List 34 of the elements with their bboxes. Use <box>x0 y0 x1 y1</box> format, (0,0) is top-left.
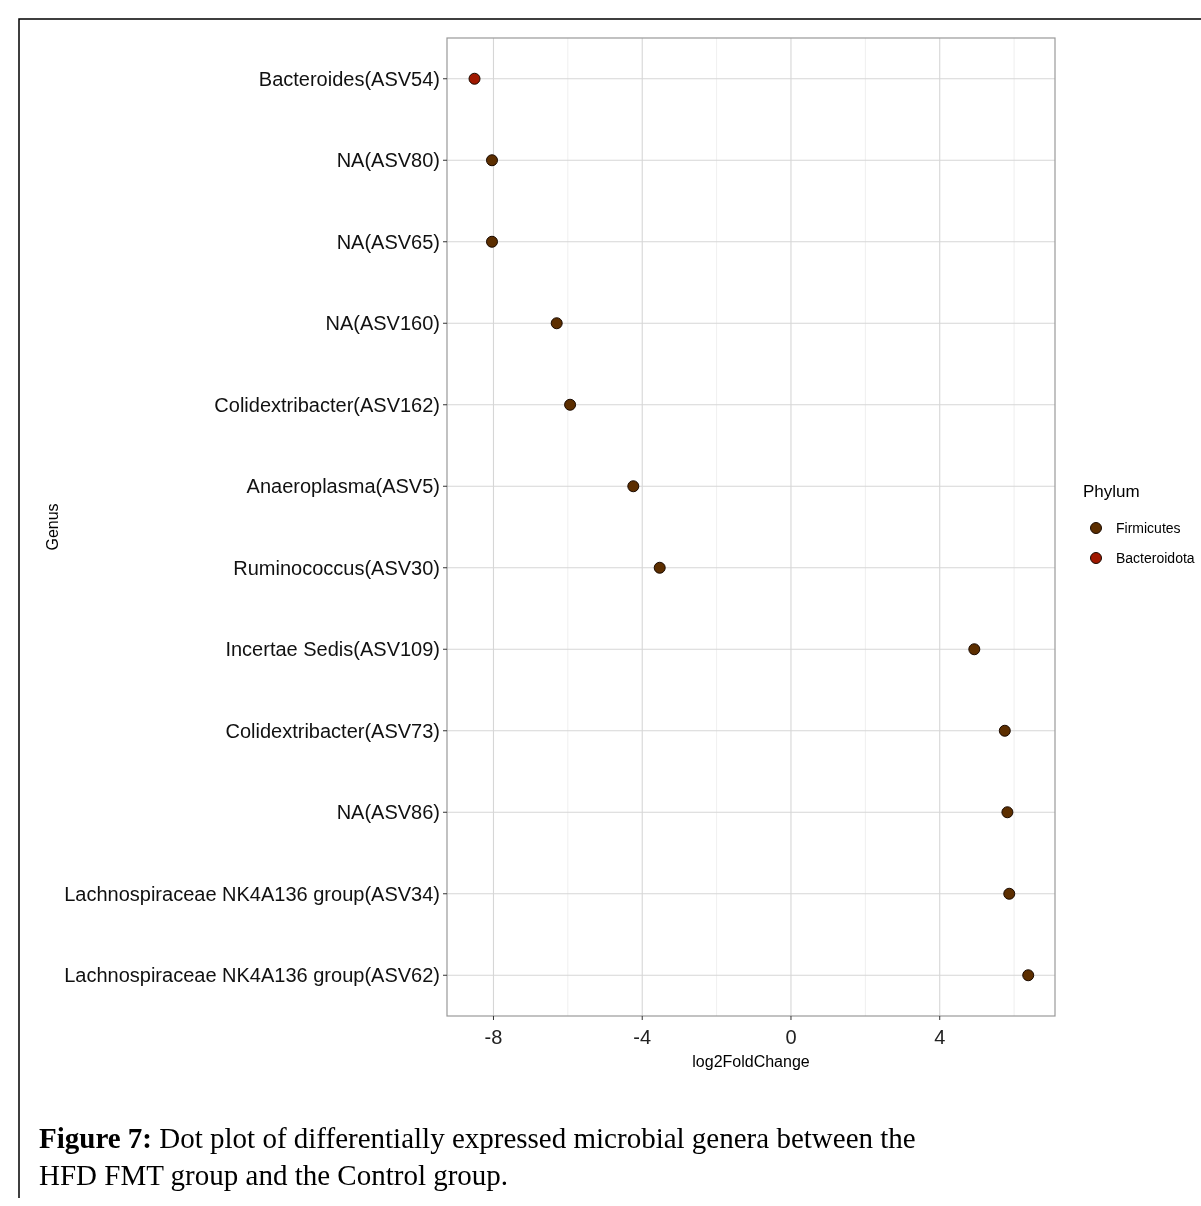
point <box>1001 806 1014 819</box>
x-axis-title: log2FoldChange <box>692 1053 810 1070</box>
y-tick-label: Lachnospiraceae NK4A136 group(ASV62) <box>64 964 440 987</box>
point <box>653 561 666 574</box>
y-tick-label: Lachnospiraceae NK4A136 group(ASV34) <box>64 882 440 905</box>
x-tick-label: 4 <box>934 1026 946 1048</box>
point <box>486 154 498 167</box>
y-tick-label: Colidextribacter(ASV73) <box>225 719 440 742</box>
y-tick-label: NA(ASV160) <box>325 312 440 335</box>
y-tick-label: Incertae Sedis(ASV109) <box>225 638 440 661</box>
point <box>468 72 481 85</box>
point <box>486 235 498 248</box>
y-tick-label: NA(ASV86) <box>336 801 440 824</box>
legend-label: Firmicutes <box>1116 519 1181 536</box>
x-tick-label: 0 <box>785 1026 797 1048</box>
y-tick-label: NA(ASV65) <box>336 230 440 253</box>
y-tick-label: Anaeroplasma(ASV5) <box>246 475 440 498</box>
point <box>564 398 577 411</box>
y-tick-label: Ruminococcus(ASV30) <box>233 556 440 579</box>
caption: Figure 7: Dot plot of differentially expressed microbial genera between the HFD FMT group and the Control group. <box>39 1122 916 1191</box>
point <box>1022 969 1035 982</box>
point <box>627 480 640 493</box>
y-tick-label: Colidextribacter(ASV162) <box>214 393 440 416</box>
y-tick-label: NA(ASV80) <box>336 149 440 172</box>
y-tick-label: Bacteroides(ASV54) <box>258 67 440 90</box>
y-axis-title: Genus <box>44 503 61 551</box>
point <box>1003 887 1016 900</box>
legend-title: Phylum <box>1083 482 1140 501</box>
x-tick-label: -4 <box>633 1026 652 1048</box>
x-tick-label: -8 <box>484 1026 503 1048</box>
point <box>998 724 1011 737</box>
legend-label: Bacteroidota <box>1116 549 1195 566</box>
point <box>550 317 563 330</box>
point <box>968 643 981 656</box>
